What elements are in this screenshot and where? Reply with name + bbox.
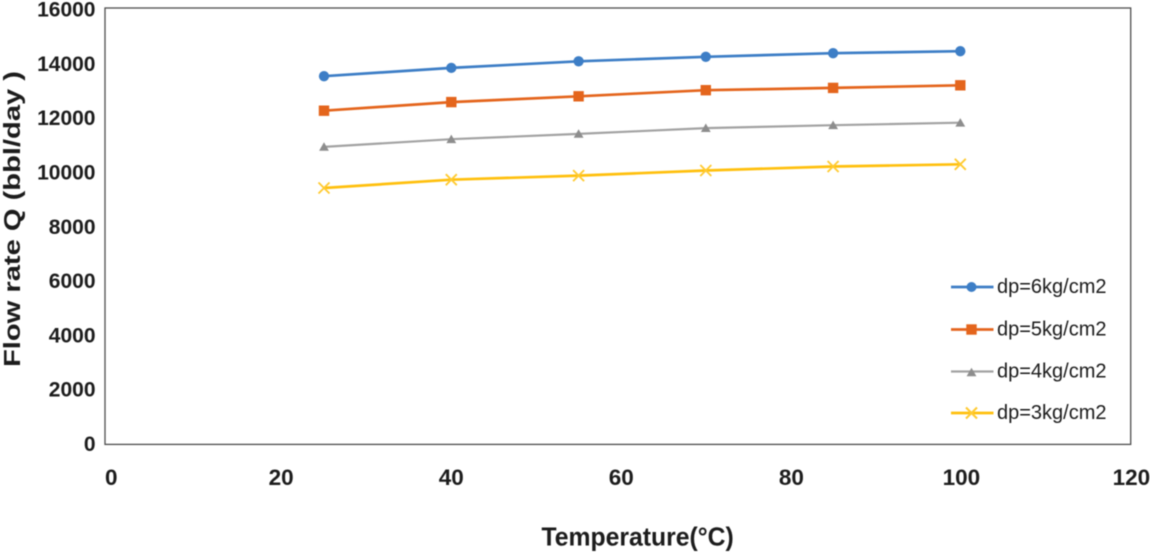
svg-text:dp=5kg/cm2: dp=5kg/cm2 xyxy=(997,319,1107,341)
svg-text:80: 80 xyxy=(779,465,804,490)
svg-text:2000: 2000 xyxy=(49,379,96,402)
svg-text:0: 0 xyxy=(84,433,96,456)
svg-text:20: 20 xyxy=(269,465,294,490)
svg-text:16000: 16000 xyxy=(37,0,95,22)
svg-text:4000: 4000 xyxy=(49,324,96,347)
svg-text:8000: 8000 xyxy=(49,216,96,239)
svg-text:40: 40 xyxy=(439,465,464,490)
svg-text:12000: 12000 xyxy=(37,107,95,130)
svg-text:Flow rate Q (bbl/day ): Flow rate Q (bbl/day ) xyxy=(0,71,25,367)
svg-text:120: 120 xyxy=(1113,465,1150,490)
svg-text:Temperature(°C): Temperature(°C) xyxy=(541,522,733,552)
svg-text:60: 60 xyxy=(609,465,634,490)
svg-text:dp=4kg/cm2: dp=4kg/cm2 xyxy=(997,361,1107,383)
svg-text:10000: 10000 xyxy=(37,162,95,185)
svg-text:100: 100 xyxy=(943,465,981,490)
svg-text:14000: 14000 xyxy=(37,53,95,76)
svg-text:dp=6kg/cm2: dp=6kg/cm2 xyxy=(997,276,1107,298)
svg-text:0: 0 xyxy=(105,465,118,490)
svg-text:dp=3kg/cm2: dp=3kg/cm2 xyxy=(997,402,1107,424)
svg-text:6000: 6000 xyxy=(49,270,96,293)
